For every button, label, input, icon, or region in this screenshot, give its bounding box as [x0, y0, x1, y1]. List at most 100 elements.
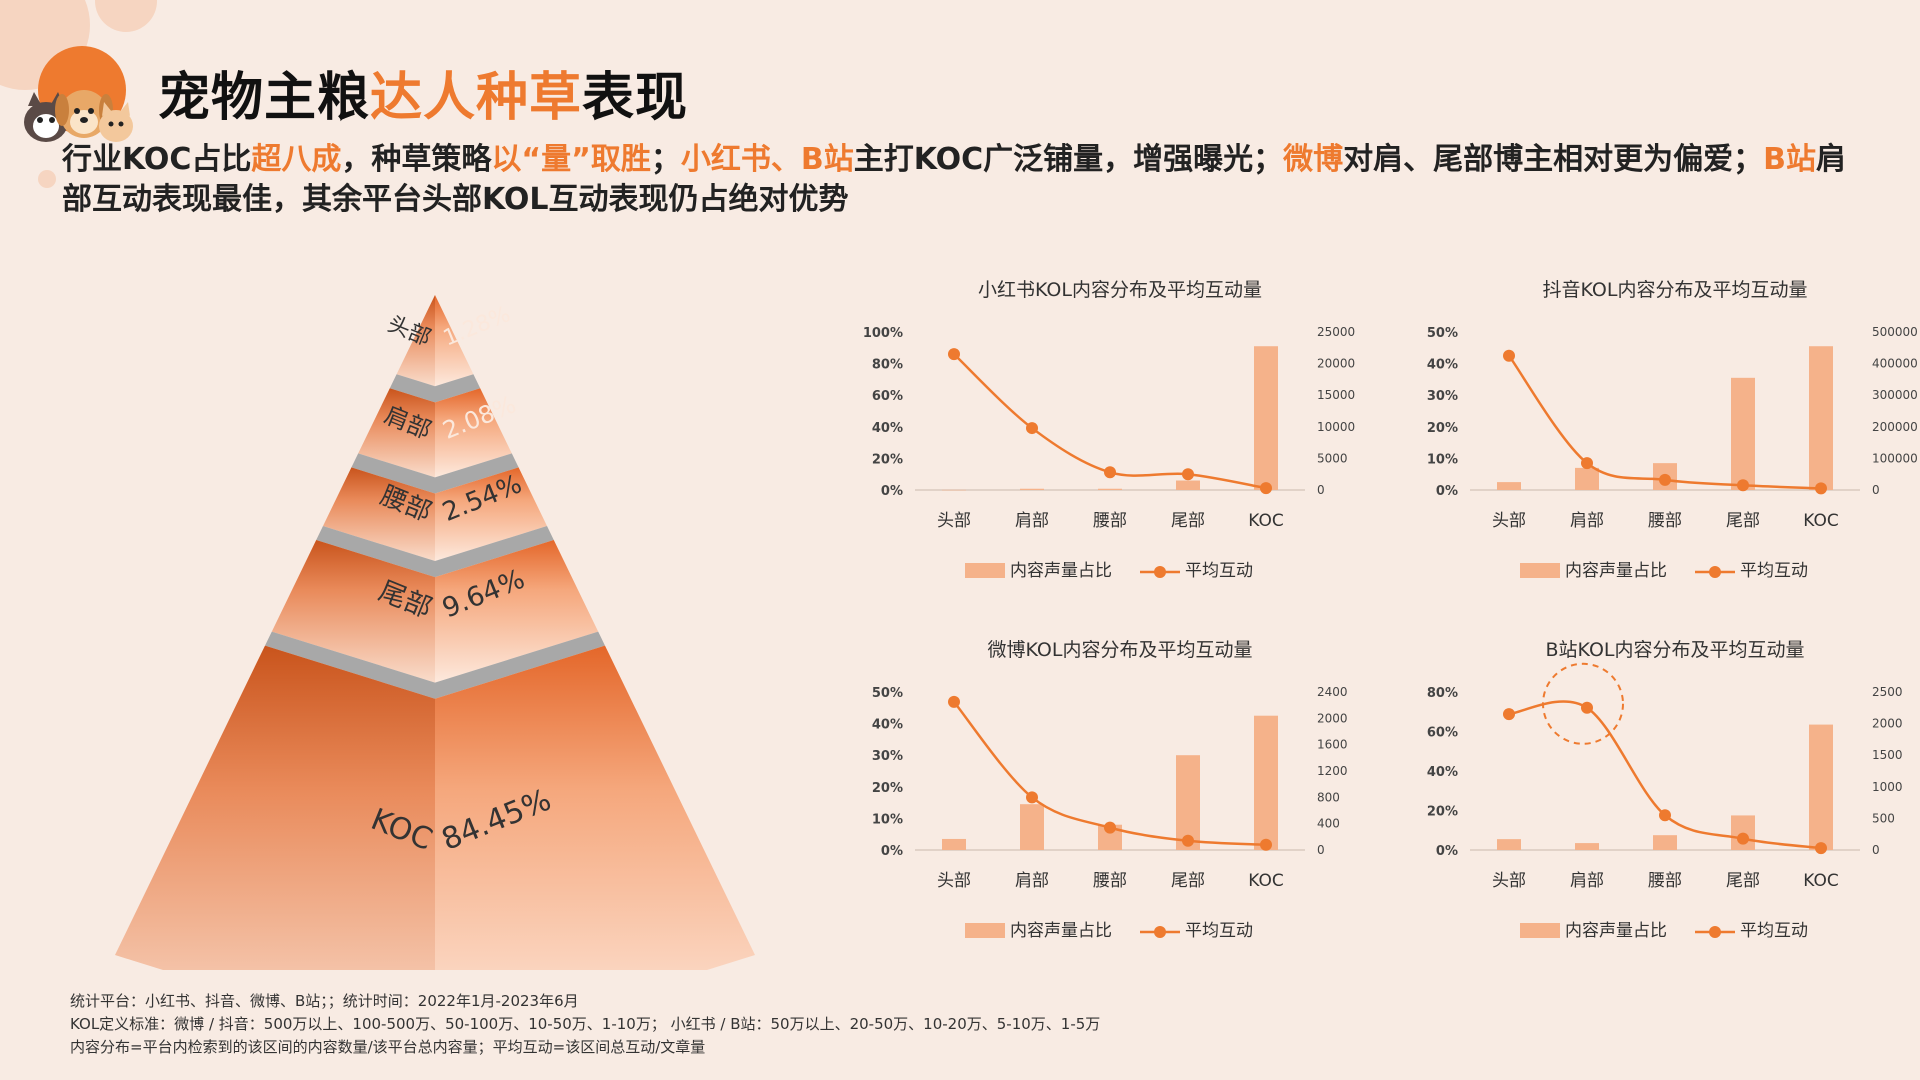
x-axis-tick: 肩部 — [1015, 871, 1049, 891]
x-axis-tick: 头部 — [1492, 871, 1526, 891]
right-axis-tick: 10000 — [1317, 420, 1355, 434]
line-point — [1503, 349, 1515, 362]
chart-title: 微博KOL内容分布及平均互动量 — [988, 639, 1253, 661]
legend-bar-label: 内容声量占比 — [1565, 561, 1667, 581]
left-axis-tick: 40% — [872, 421, 903, 436]
legend-line-label: 平均互动 — [1740, 561, 1808, 581]
footnotes: 统计平台：小红书、抖音、微博、B站；；统计时间：2022年1月-2023年6月 … — [70, 990, 1100, 1059]
x-axis-tick: KOC — [1248, 511, 1283, 531]
line-point — [1026, 422, 1038, 435]
right-axis-tick: 0 — [1317, 483, 1325, 497]
footnote-line: 内容分布=平台内检索到的该区间的内容数量/该平台总内容量；平均互动=该区间总互动… — [70, 1038, 706, 1056]
summary-highlight: 以“量”取胜 — [491, 142, 651, 177]
left-axis-tick: 100% — [863, 326, 903, 341]
bar-mark — [1731, 377, 1755, 490]
pyramid-tier-right-face — [435, 295, 474, 387]
summary-highlight: 超八成 — [251, 142, 342, 177]
chart-title: 抖音KOL内容分布及平均互动量 — [1543, 279, 1808, 301]
left-axis-tick: 40% — [1427, 765, 1458, 780]
bar-mark — [1575, 467, 1599, 490]
left-axis-tick: 20% — [1427, 421, 1458, 436]
x-axis-tick: 尾部 — [1726, 871, 1760, 891]
summary-part: 对肩、尾部博主相对更为偏爱； — [1343, 142, 1764, 177]
chart-xiaohongshu: 小红书KOL内容分布及平均互动量 100% 80% 60% 40% 20% 0% 25000 2… — [863, 279, 1355, 581]
right-axis-tick: 1500 — [1872, 748, 1903, 762]
line-point — [1815, 482, 1827, 495]
legend-line-marker — [1154, 926, 1166, 938]
bar-mark — [1254, 715, 1278, 850]
chart-title: 小红书KOL内容分布及平均互动量 — [978, 279, 1262, 301]
right-axis-tick: 2000 — [1872, 717, 1903, 731]
legend-line-label: 平均互动 — [1740, 921, 1808, 941]
x-axis-tick: 肩部 — [1570, 511, 1604, 531]
pets-logo-icon — [24, 46, 133, 142]
bar-mark — [1176, 755, 1200, 850]
bar-mark — [1176, 480, 1200, 490]
x-axis-tick: KOC — [1803, 871, 1838, 891]
bar-mark — [1497, 839, 1521, 850]
line-point — [948, 695, 960, 708]
right-axis-tick: 0 — [1872, 843, 1880, 857]
line-point — [1026, 791, 1038, 804]
left-axis-tick: 30% — [1427, 389, 1458, 404]
pyramid-tier-divider — [389, 374, 481, 403]
footnote-line: 统计平台：小红书、抖音、微博、B站；；统计时间：2022年1月-2023年6月 — [70, 992, 579, 1010]
line-point — [1260, 838, 1272, 851]
right-axis-tick: 800 — [1317, 790, 1340, 804]
left-axis-tick: 20% — [872, 452, 903, 467]
line-point — [948, 348, 960, 361]
right-axis-tick: 25000 — [1317, 325, 1355, 339]
right-axis-tick: 500000 — [1872, 325, 1918, 339]
pyramid-tier-pct: 1.28% — [440, 302, 514, 351]
right-axis-tick: 0 — [1872, 483, 1880, 497]
left-axis-tick: 80% — [1427, 686, 1458, 701]
chart-weibo: 微博KOL内容分布及平均互动量 50% 40% 30% 20% 10% 0% 2400 2000… — [872, 639, 1348, 941]
right-axis-tick: 1000 — [1872, 780, 1903, 794]
summary-part: 主打KOC广泛铺量，增强曝光； — [853, 142, 1284, 177]
left-axis-tick: 0% — [1436, 484, 1458, 499]
right-axis-tick: 0 — [1317, 843, 1325, 857]
right-axis-tick: 400 — [1317, 817, 1340, 831]
right-axis-tick: 1200 — [1317, 764, 1348, 778]
bar-mark — [942, 838, 966, 850]
page-title: 宠物主粮达人种草表现 — [158, 55, 688, 130]
line-point — [1182, 834, 1194, 847]
left-axis-tick: 0% — [881, 844, 903, 859]
bar-mark — [1809, 724, 1833, 850]
decor-circle-small — [95, 0, 157, 32]
summary-part: 行业KOC占比 — [62, 142, 252, 177]
line-point — [1581, 701, 1593, 714]
summary-part: 肩部互动表现最佳，其余平台头部KOL互动表现仍占绝对优势 — [62, 142, 1847, 217]
right-axis-tick: 200000 — [1872, 420, 1918, 434]
x-axis-tick: 肩部 — [1570, 871, 1604, 891]
pyramid-tier-right-face — [435, 388, 512, 478]
line-point — [1260, 482, 1272, 495]
x-axis-tick: 腰部 — [1093, 871, 1127, 891]
x-axis-tick: 头部 — [937, 871, 971, 891]
x-axis-tick: KOC — [1803, 511, 1838, 531]
line-point — [1737, 832, 1749, 845]
right-axis-tick: 2400 — [1317, 685, 1348, 699]
x-axis-tick: 尾部 — [1171, 511, 1205, 531]
left-axis-tick: 10% — [1427, 452, 1458, 467]
pyramid-tier-left-face — [358, 388, 435, 478]
bar-mark — [942, 489, 966, 491]
line-point — [1503, 708, 1515, 721]
left-axis-tick: 0% — [1436, 844, 1458, 859]
left-axis-tick: 80% — [872, 358, 903, 373]
right-axis-tick: 2500 — [1872, 685, 1903, 699]
bar-mark — [1497, 482, 1521, 490]
pyramid-tier-left-face — [396, 295, 435, 387]
bar-mark — [1020, 804, 1044, 850]
left-axis-tick: 0% — [881, 484, 903, 499]
chart-title: B站KOL内容分布及平均互动量 — [1546, 639, 1805, 661]
bar-mark — [1020, 488, 1044, 490]
line-point — [1182, 468, 1194, 481]
line-point — [1104, 466, 1116, 479]
pyramid-tier-left-face — [115, 645, 435, 970]
summary-highlight: 小红书、B站 — [680, 142, 854, 177]
pyramid-tier-left-face — [323, 467, 435, 561]
right-axis-tick: 100000 — [1872, 451, 1918, 465]
line-point — [1815, 842, 1827, 855]
legend-line-marker — [1709, 926, 1721, 938]
